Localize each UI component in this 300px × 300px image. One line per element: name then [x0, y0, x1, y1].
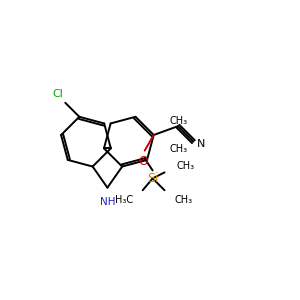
Text: O: O: [138, 154, 148, 168]
Text: CH₃: CH₃: [174, 195, 193, 205]
Text: CH₃: CH₃: [169, 116, 188, 126]
Text: NH: NH: [100, 196, 115, 207]
Text: Cl: Cl: [52, 89, 63, 99]
Text: N: N: [197, 139, 206, 149]
Text: Si: Si: [147, 172, 158, 185]
Text: CH₃: CH₃: [176, 161, 194, 172]
Text: H₃C: H₃C: [115, 195, 133, 205]
Text: CH₃: CH₃: [169, 144, 188, 154]
